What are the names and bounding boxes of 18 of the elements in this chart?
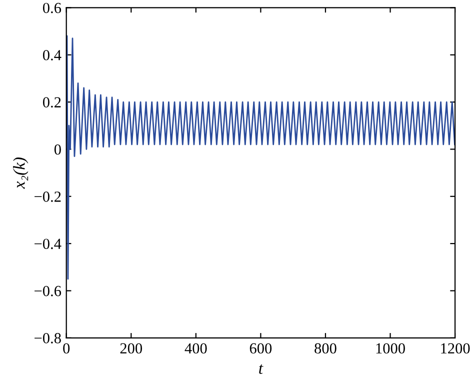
y-tick-label: 0.6 [42, 2, 62, 14]
x-axis-title: t [259, 364, 264, 374]
x-tick-label: 0 [63, 343, 70, 354]
y-tick-label: 0 [54, 144, 61, 155]
line-series [66, 35, 456, 280]
y-tick-label: −0.2 [34, 192, 61, 202]
x-tick-label: 1000 [376, 343, 405, 354]
y-tick-label: 0.2 [42, 97, 61, 108]
y-tick-label: −0.8 [34, 333, 61, 344]
y-tick-label: −0.4 [34, 238, 62, 250]
x-tick-label: 600 [250, 343, 272, 354]
y-axis-title: x₂(k) [13, 157, 28, 189]
x-tick-label: 1200 [441, 343, 470, 354]
x-tick-label: 800 [314, 343, 336, 354]
y-tick-label: 0.4 [42, 50, 62, 60]
x-tick-label: 200 [120, 343, 142, 354]
x-tick-label: 400 [184, 343, 207, 354]
y-tick-label: −0.6 [34, 286, 62, 296]
